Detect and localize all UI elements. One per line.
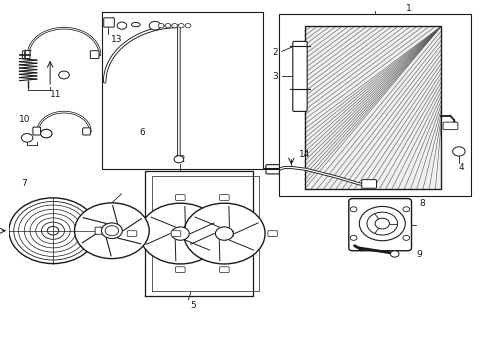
FancyBboxPatch shape bbox=[95, 227, 103, 234]
Text: 11: 11 bbox=[50, 90, 61, 99]
Bar bbox=[279, 14, 470, 196]
Circle shape bbox=[59, 71, 69, 79]
Text: 5: 5 bbox=[190, 301, 196, 310]
FancyBboxPatch shape bbox=[361, 180, 376, 188]
Circle shape bbox=[349, 207, 356, 212]
FancyBboxPatch shape bbox=[348, 199, 411, 251]
Circle shape bbox=[101, 223, 122, 239]
FancyBboxPatch shape bbox=[175, 267, 185, 273]
Text: 3: 3 bbox=[272, 72, 278, 81]
Circle shape bbox=[185, 23, 190, 28]
Circle shape bbox=[349, 235, 356, 240]
FancyBboxPatch shape bbox=[265, 165, 279, 174]
Bar bbox=[102, 12, 262, 169]
Circle shape bbox=[366, 212, 397, 235]
FancyBboxPatch shape bbox=[175, 195, 185, 201]
FancyBboxPatch shape bbox=[219, 267, 229, 273]
Text: 8: 8 bbox=[418, 199, 424, 208]
FancyBboxPatch shape bbox=[90, 51, 99, 59]
FancyBboxPatch shape bbox=[219, 195, 229, 201]
Circle shape bbox=[178, 23, 184, 28]
Text: 14: 14 bbox=[299, 150, 310, 159]
Circle shape bbox=[402, 207, 409, 212]
Circle shape bbox=[41, 129, 52, 138]
Text: 12: 12 bbox=[174, 155, 185, 164]
Text: 13: 13 bbox=[111, 35, 122, 44]
FancyBboxPatch shape bbox=[292, 41, 306, 111]
Text: 9: 9 bbox=[416, 250, 422, 259]
Circle shape bbox=[359, 206, 405, 241]
Text: 2: 2 bbox=[272, 48, 278, 57]
Circle shape bbox=[183, 203, 264, 264]
Text: 6: 6 bbox=[139, 129, 144, 138]
Circle shape bbox=[171, 23, 177, 28]
Circle shape bbox=[389, 251, 398, 257]
Circle shape bbox=[374, 218, 389, 229]
FancyBboxPatch shape bbox=[33, 127, 41, 135]
FancyBboxPatch shape bbox=[22, 51, 30, 59]
Circle shape bbox=[149, 21, 161, 30]
Circle shape bbox=[452, 147, 464, 156]
Bar bbox=[304, 26, 440, 189]
Text: 10: 10 bbox=[19, 116, 30, 125]
Circle shape bbox=[171, 227, 189, 240]
Circle shape bbox=[402, 235, 409, 240]
FancyBboxPatch shape bbox=[103, 18, 114, 27]
Circle shape bbox=[105, 226, 119, 236]
Bar bbox=[304, 26, 440, 189]
Circle shape bbox=[164, 23, 170, 28]
Circle shape bbox=[158, 23, 163, 28]
Circle shape bbox=[174, 156, 183, 163]
FancyBboxPatch shape bbox=[224, 231, 233, 237]
Circle shape bbox=[215, 227, 233, 240]
Text: 4: 4 bbox=[458, 163, 463, 172]
FancyBboxPatch shape bbox=[171, 231, 181, 237]
FancyBboxPatch shape bbox=[82, 128, 90, 135]
Circle shape bbox=[21, 134, 33, 142]
Circle shape bbox=[140, 203, 221, 264]
Text: 1: 1 bbox=[406, 4, 411, 13]
Text: 7: 7 bbox=[21, 179, 27, 188]
FancyBboxPatch shape bbox=[127, 231, 137, 237]
FancyBboxPatch shape bbox=[267, 231, 277, 237]
Circle shape bbox=[117, 22, 126, 29]
Ellipse shape bbox=[131, 22, 140, 27]
FancyBboxPatch shape bbox=[442, 122, 457, 130]
Circle shape bbox=[74, 203, 149, 258]
